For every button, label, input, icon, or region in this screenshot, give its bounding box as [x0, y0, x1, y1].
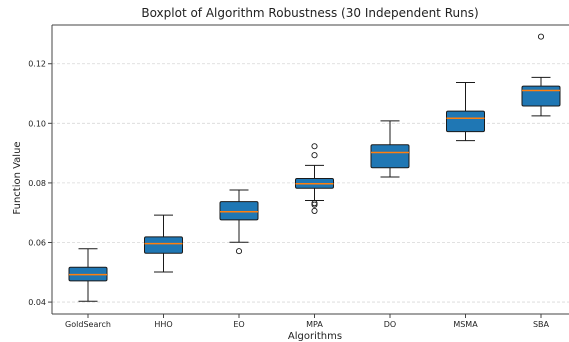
outlier-point — [537, 33, 545, 40]
box-iqr — [521, 85, 561, 107]
x-tick-label: MPA — [306, 320, 323, 329]
box-group — [370, 120, 410, 178]
box-iqr — [446, 110, 485, 133]
box-group — [68, 248, 108, 302]
x-tick-label: MSMA — [453, 320, 478, 329]
x-tick-label: HHO — [154, 320, 172, 329]
x-tick-label: GoldSearch — [65, 320, 111, 329]
outlier-point — [311, 207, 318, 214]
outlier-point — [311, 201, 318, 208]
box-iqr — [219, 201, 259, 221]
box-iqr — [144, 236, 183, 254]
box-series — [68, 33, 561, 302]
outlier-point — [311, 152, 318, 159]
outlier-point — [235, 248, 243, 255]
box-group — [295, 143, 334, 214]
y-tick-label: 0.06 — [28, 238, 46, 247]
box-group — [144, 214, 183, 273]
x-tick-label: EO — [233, 320, 244, 329]
x-tick-label: DO — [384, 320, 396, 329]
box-group — [446, 82, 485, 142]
axes: 0.04 0.06 0.08 0.10 0.12 GoldSearch HHO EO MPA DO… — [28, 24, 569, 329]
outlier-point — [311, 143, 318, 150]
box-group — [521, 33, 561, 117]
box-iqr — [370, 144, 410, 169]
y-tick-label: 0.08 — [28, 179, 46, 188]
x-tick-label: SBA — [533, 320, 550, 329]
chart-title: Boxplot of Algorithm Robustness (30 Inde… — [141, 6, 478, 20]
box-group — [219, 189, 259, 255]
y-axis-label: Function Value — [12, 141, 23, 214]
x-axis-label: Algorithms — [288, 331, 342, 342]
y-tick-label: 0.10 — [28, 119, 46, 128]
y-tick-label: 0.12 — [28, 60, 46, 69]
y-tick-label: 0.04 — [28, 298, 46, 307]
